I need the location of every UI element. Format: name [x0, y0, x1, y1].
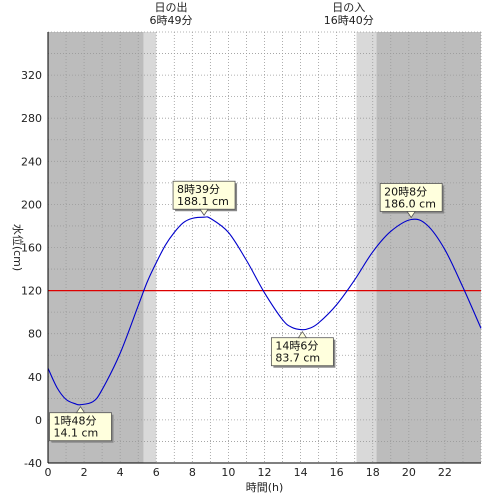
twilight-band [143, 32, 157, 463]
y-tick-label: 160 [21, 242, 42, 255]
callout-pointer [297, 330, 308, 339]
x-tick-label: 16 [330, 466, 344, 479]
callout-box [49, 412, 112, 442]
sun-event-label: 日の出 [155, 0, 188, 14]
y-axis-label: 水位(cm) [11, 224, 25, 271]
sun-event-label: 日の入 [332, 1, 365, 14]
callout-pointer [406, 211, 416, 219]
tick-labels: 0 2 4 6 8 10 12 14 16 18 20 22-40040801201602002402… [21, 69, 452, 479]
callout-pointer [199, 208, 209, 216]
sun-event-time: 16時40分 [324, 14, 374, 27]
callout-value: 83.7 cm [275, 352, 320, 365]
callout-pointer [75, 405, 86, 414]
y-tick-label: 280 [21, 112, 42, 125]
series-group [47, 216, 482, 406]
axes [47, 32, 481, 464]
x-tick-label: 20 [402, 466, 416, 479]
x-tick-label: 14 [294, 466, 308, 479]
y-tick-label: 240 [21, 155, 42, 168]
callout-box [172, 180, 236, 210]
sun-event-time: 6時49分 [150, 14, 193, 27]
callout-box [379, 183, 443, 212]
callout-value: 14.1 cm [53, 427, 98, 440]
y-tick-label: 120 [21, 285, 42, 298]
tide-level-line [47, 216, 482, 406]
x-tick-label: 18 [366, 466, 380, 479]
x-axis-label: 時間(h) [246, 481, 284, 494]
x-tick-label: 0 [45, 466, 52, 479]
x-tick-label: 22 [438, 466, 452, 479]
callout-value: 186.0 cm [384, 197, 436, 210]
x-tick-label: 10 [221, 466, 235, 479]
y-tick-label: -40 [24, 457, 42, 470]
x-tick-label: 8 [189, 466, 196, 479]
y-tick-label: 200 [21, 198, 42, 211]
y-tick-label: 320 [21, 69, 42, 82]
x-tick-label: 6 [153, 466, 160, 479]
y-tick-label: 0 [35, 414, 42, 427]
x-tick-label: 4 [117, 466, 124, 479]
callout-value: 188.1 cm [177, 195, 229, 208]
x-tick-label: 2 [81, 466, 88, 479]
callout-time: 20時8分 [384, 185, 427, 198]
x-tick-label: 12 [258, 466, 272, 479]
callout-time: 1時48分 [53, 415, 96, 428]
callout-time: 14時6分 [275, 340, 318, 353]
y-tick-label: 40 [28, 371, 42, 384]
callout-time: 8時39分 [177, 183, 220, 196]
y-tick-label: 80 [28, 328, 42, 341]
